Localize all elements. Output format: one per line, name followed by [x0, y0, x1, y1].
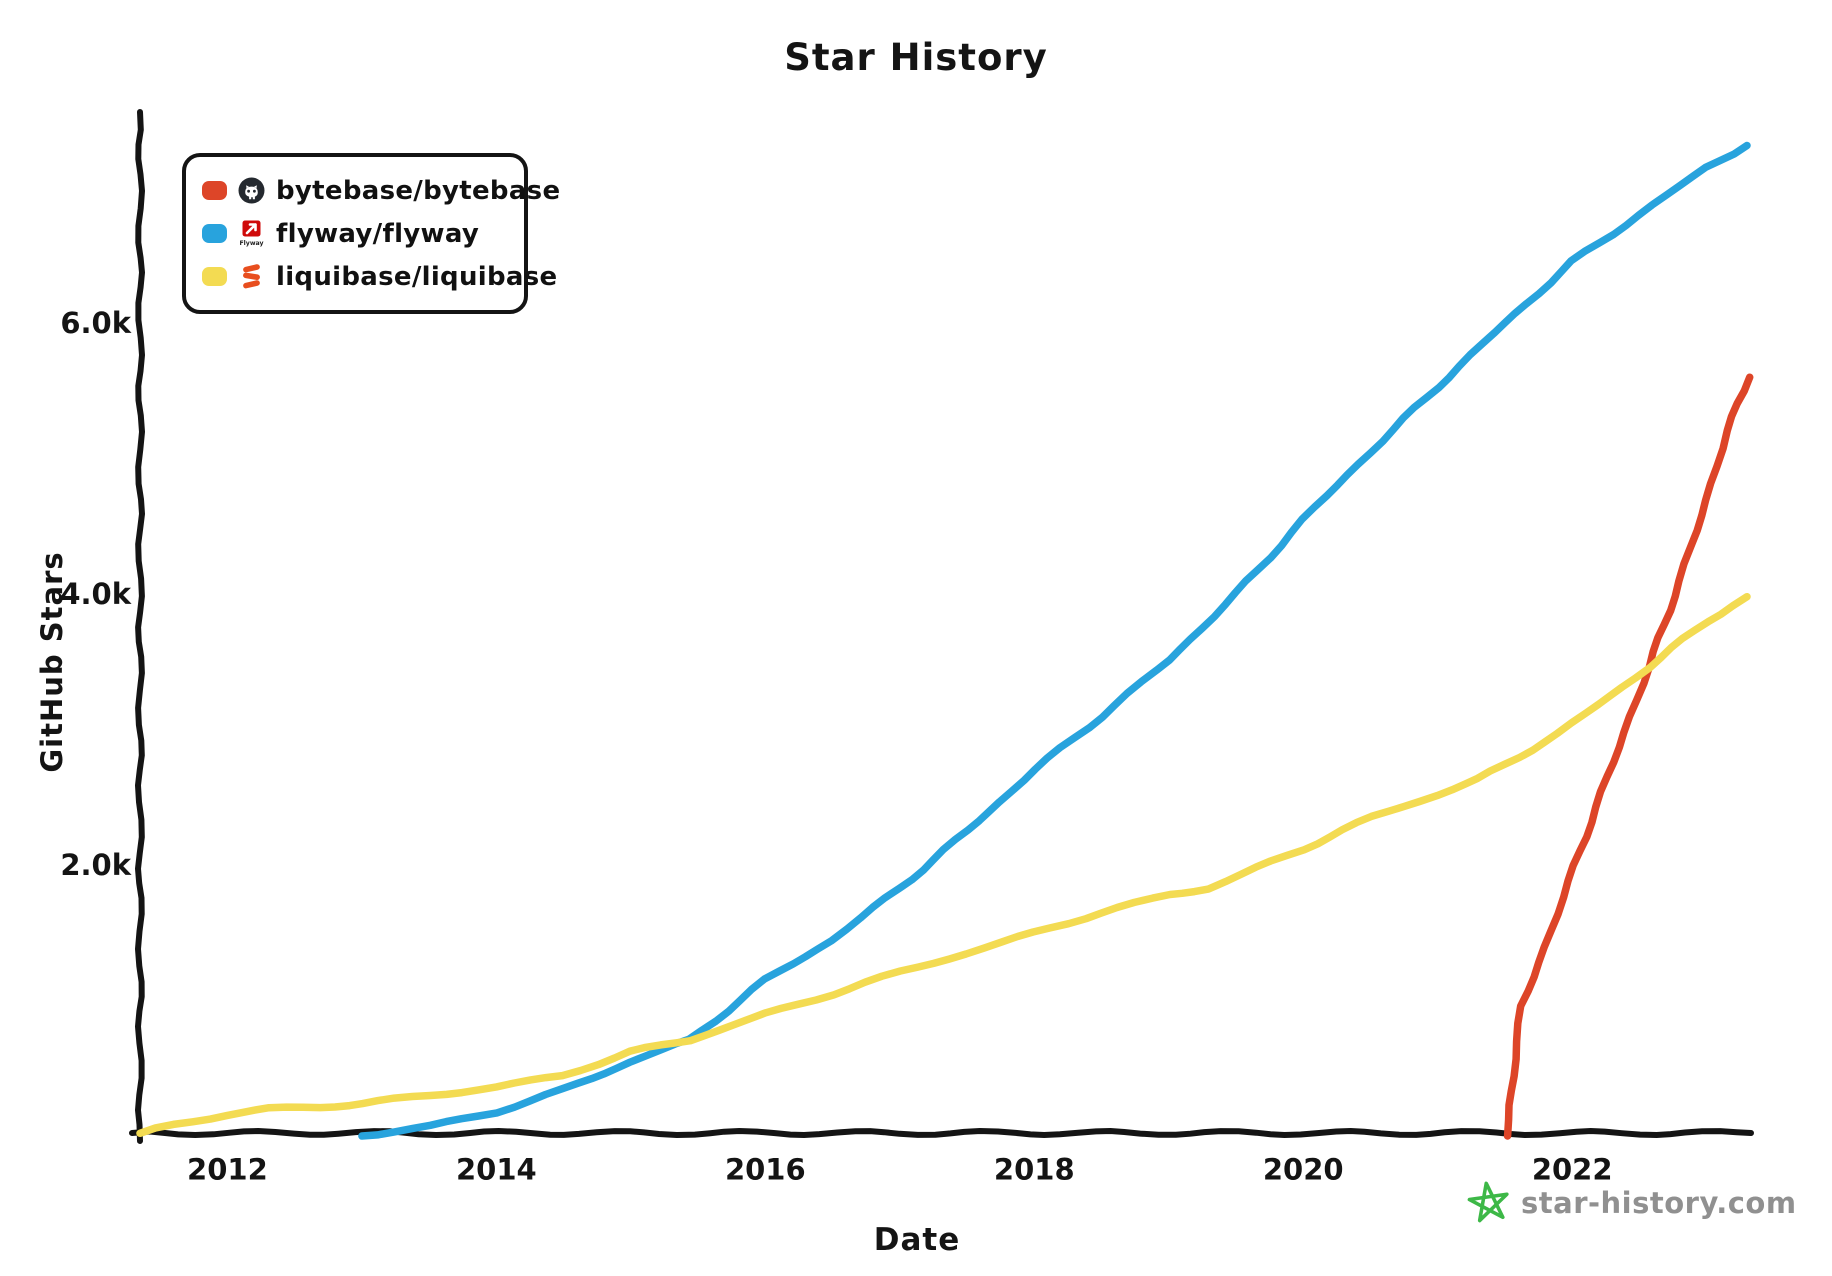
y-tick-label: 6.0k	[60, 306, 131, 340]
series-line-flyway	[358, 141, 1751, 1140]
y-axis-title: GitHub Stars	[35, 551, 69, 773]
x-tick-label: 2016	[725, 1153, 806, 1187]
liquibase-logo-icon	[238, 263, 265, 290]
legend-item-bytebase: bytebase/bytebase	[202, 169, 560, 212]
legend: bytebase/bytebase Flyway flyway/flyway	[182, 153, 560, 314]
y-tick-label: 4.0k	[60, 577, 131, 611]
legend-item-liquibase: liquibase/liquibase	[202, 255, 557, 298]
bytebase-color-swatch	[202, 181, 227, 200]
legend-label: flyway/flyway	[276, 218, 480, 249]
series-line-bytebase	[1503, 373, 1754, 1140]
star-icon	[1466, 1180, 1512, 1226]
y-tick-label: 2.0k	[60, 848, 131, 882]
flyway-logo-icon: Flyway	[238, 220, 265, 247]
liquibase-color-swatch	[202, 267, 227, 286]
legend-label: liquibase/liquibase	[276, 261, 558, 292]
legend-label: bytebase/bytebase	[276, 175, 561, 206]
x-tick-label: 2014	[456, 1153, 537, 1187]
y-axis-line	[134, 109, 146, 1144]
legend-item-flyway: Flyway flyway/flyway	[202, 212, 508, 255]
x-tick-label: 2012	[187, 1153, 268, 1187]
x-tick-label: 2018	[994, 1153, 1075, 1187]
watermark-text: star-history.com	[1521, 1186, 1797, 1220]
x-tick-label: 2022	[1532, 1153, 1613, 1187]
x-axis-title: Date	[873, 1222, 961, 1258]
svg-text:Flyway: Flyway	[239, 240, 263, 247]
x-tick-label: 2020	[1263, 1153, 1344, 1187]
flyway-color-swatch	[202, 224, 227, 243]
page-title: Star History	[784, 36, 1048, 79]
watermark-link[interactable]: star-history.com	[1466, 1180, 1797, 1226]
series-line-liquibase	[136, 592, 1751, 1138]
bytebase-logo-icon	[238, 177, 265, 204]
